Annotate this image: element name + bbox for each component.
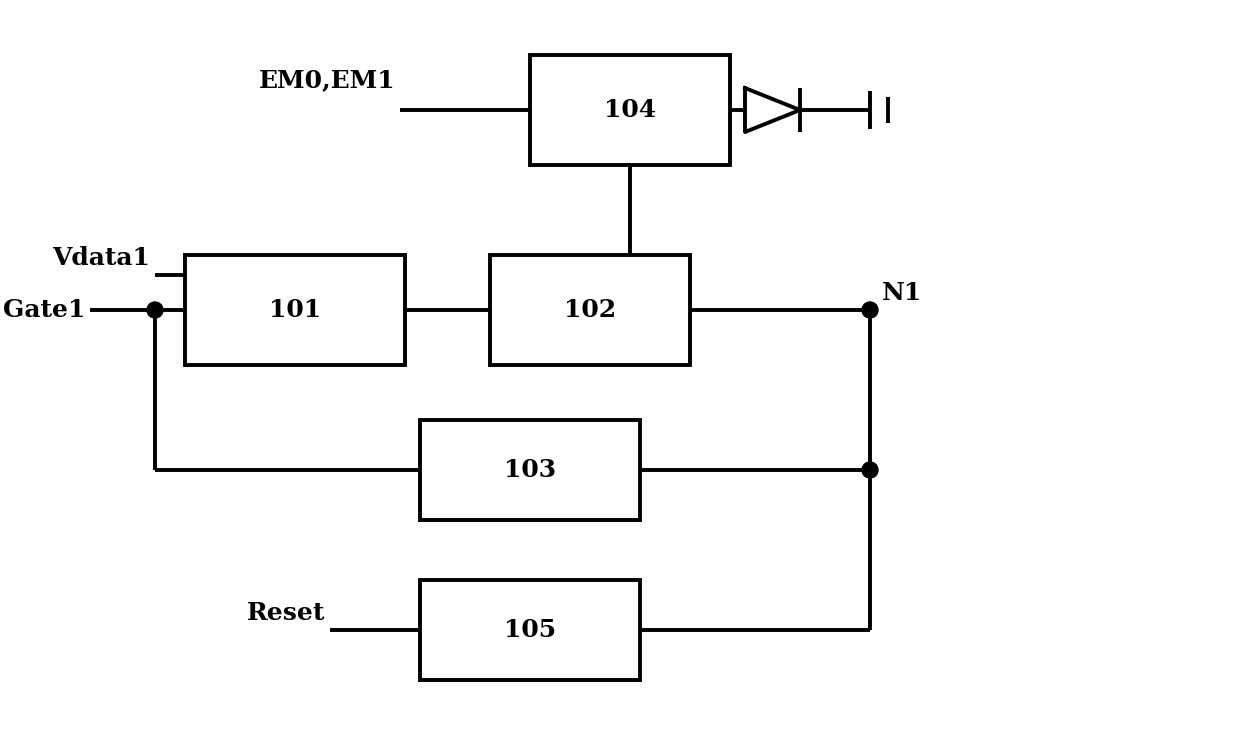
Text: 105: 105	[503, 618, 556, 642]
Circle shape	[148, 302, 162, 318]
Bar	[490, 255, 689, 365]
Circle shape	[862, 302, 878, 318]
Text: 102: 102	[564, 298, 616, 322]
Text: 104: 104	[604, 98, 656, 122]
Text: 103: 103	[503, 458, 556, 482]
Text: 101: 101	[269, 298, 321, 322]
Bar	[185, 255, 405, 365]
Circle shape	[862, 462, 878, 478]
Text: N1: N1	[882, 281, 923, 305]
Bar	[420, 580, 640, 680]
Text: Vdata1: Vdata1	[52, 246, 150, 270]
Text: Gate1: Gate1	[2, 298, 86, 322]
Bar	[529, 55, 730, 165]
Text: EM0,EM1: EM0,EM1	[258, 68, 396, 92]
Bar	[420, 420, 640, 520]
Text: Reset: Reset	[247, 601, 325, 625]
